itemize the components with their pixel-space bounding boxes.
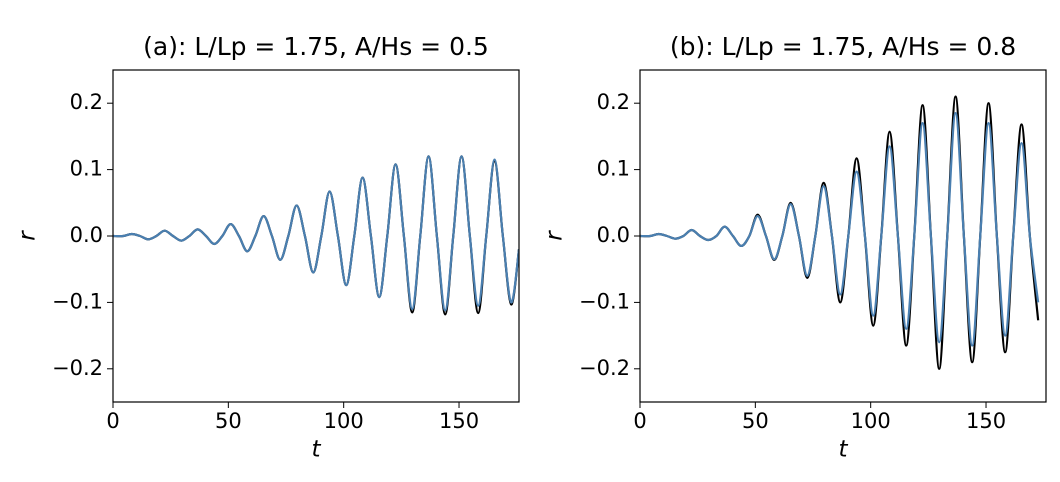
x-axis-label: t [311, 437, 321, 463]
subplot: 0 50 100 150 −0.2 −0.1 0.0 0.1 0.2 (a): L/Lp = 1.… [15, 32, 520, 463]
x-axis-label: t [838, 437, 848, 463]
y-tick-label: −0.2 [579, 356, 630, 380]
y-tick-label: 0.1 [70, 157, 103, 181]
x-tick-label: 50 [215, 409, 242, 433]
x-tick-label: 150 [966, 409, 1006, 433]
subplot: 0 50 100 150 −0.2 −0.1 0.0 0.1 0.2 (b): L/Lp = 1.… [542, 32, 1047, 463]
y-tick-label: 0.1 [597, 157, 630, 181]
x-tick-label: 150 [439, 409, 479, 433]
y-axis-label: r [542, 230, 568, 241]
y-tick-label: 0.2 [597, 90, 630, 114]
data-line [640, 112, 1040, 347]
x-tick-label: 0 [106, 409, 119, 433]
y-tick-label: 0.0 [597, 223, 630, 247]
chart-title: (a): L/Lp = 1.75, A/Hs = 0.5 [143, 32, 489, 61]
y-tick-label: −0.2 [52, 356, 103, 380]
x-tick-label: 50 [742, 409, 769, 433]
data-line [640, 95, 1040, 370]
plot-area [113, 155, 519, 316]
y-tick-label: −0.1 [579, 289, 630, 313]
y-tick-label: −0.1 [52, 289, 103, 313]
y-tick-label: 0.0 [70, 223, 103, 247]
y-axis-label: r [15, 230, 41, 241]
chart-title: (b): L/Lp = 1.75, A/Hs = 0.8 [670, 32, 1016, 61]
data-line [113, 155, 519, 312]
y-tick-label: 0.2 [70, 90, 103, 114]
x-tick-label: 0 [633, 409, 646, 433]
plot-area [640, 95, 1040, 370]
x-tick-label: 100 [324, 409, 364, 433]
x-tick-label: 100 [851, 409, 891, 433]
